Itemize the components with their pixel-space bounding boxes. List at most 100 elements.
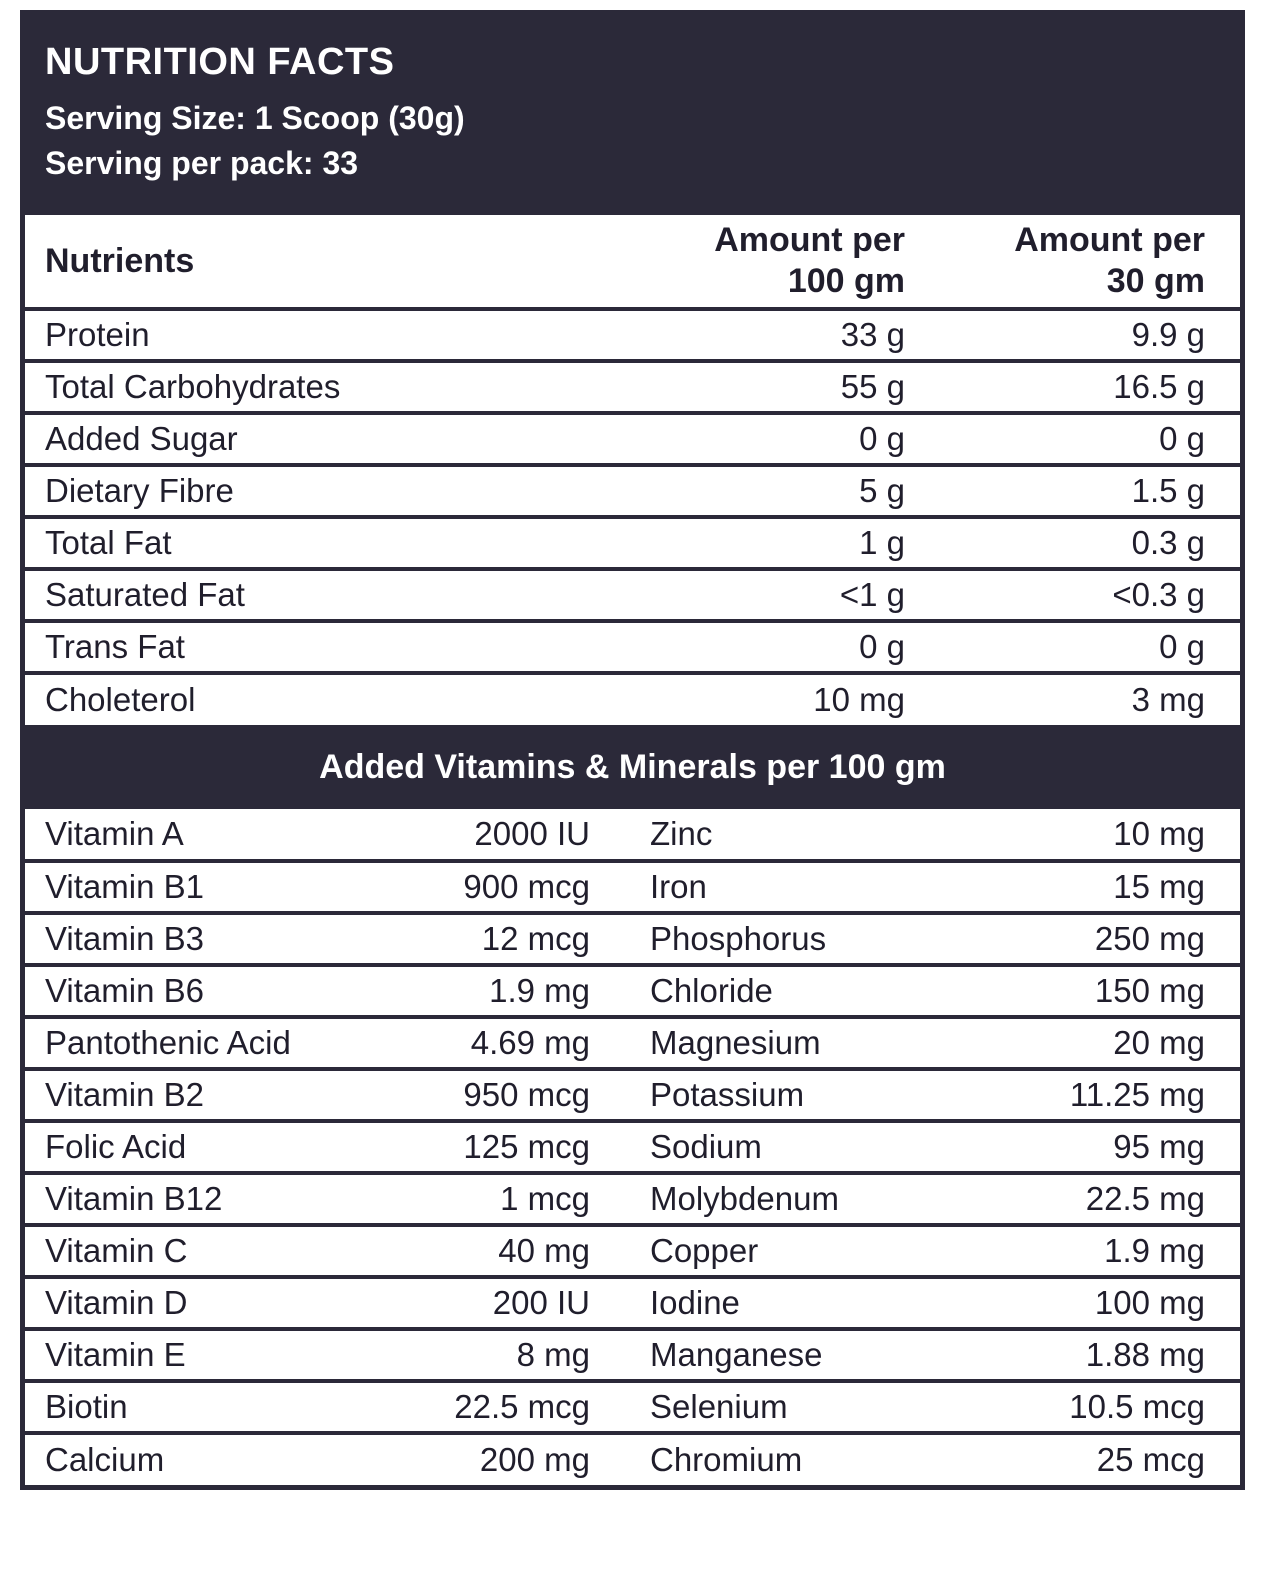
vitamin-name: Vitamin B3 (45, 920, 204, 957)
vitamins-minerals-table: Vitamin A 2000 IU Zinc 10 mg Vitamin B1 … (25, 809, 1240, 1485)
amount-per-30gm-line2: 30 gm (1106, 262, 1205, 300)
serving-size-text: Serving Size: 1 Scoop (30g) (45, 100, 465, 136)
vitamin-value: 200 mg (479, 1441, 590, 1478)
mineral-name: Chloride (650, 972, 773, 1009)
table-row: Dietary Fibre 5 g 1.5 g (25, 465, 1240, 517)
vitamin-name: Vitamin D (45, 1284, 188, 1321)
nutrient-per100-value: 5 g (859, 472, 905, 509)
amount-per-100gm-line2: 100 gm (787, 262, 905, 300)
vitamin-value: 200 IU (492, 1284, 590, 1321)
table-row: Calcium 200 mg Chromium 25 mcg (25, 1433, 1240, 1485)
vitamin-value: 950 mcg (463, 1076, 590, 1113)
nutrient-name: Choleterol (45, 681, 196, 718)
table-row: Protein 33 g 9.9 g (25, 309, 1240, 361)
nutrients-table: Nutrients Amount per 100 gm Amount per 30 … (25, 215, 1240, 725)
vitamin-value: 4.69 mg (470, 1024, 590, 1061)
amount-per-30gm-line1: Amount per (1014, 221, 1205, 259)
vitamin-name: Folic Acid (45, 1128, 187, 1165)
table-row: Vitamin A 2000 IU Zinc 10 mg (25, 809, 1240, 861)
nutrient-per30-value: 0 g (1159, 420, 1205, 457)
table-row: Vitamin C 40 mg Copper 1.9 mg (25, 1225, 1240, 1277)
vitamin-value: 40 mg (498, 1232, 590, 1269)
mineral-name: Molybdenum (650, 1180, 839, 1217)
vitamin-name: Vitamin A (45, 815, 184, 852)
mineral-name: Manganese (650, 1336, 823, 1373)
nutrient-per100-value: 1 g (859, 524, 905, 561)
mineral-name: Zinc (650, 815, 713, 852)
vitamin-name: Vitamin B2 (45, 1076, 204, 1113)
mineral-name: Iodine (650, 1284, 740, 1321)
vitamin-name: Pantothenic Acid (45, 1024, 291, 1061)
nutrient-per30-value: 1.5 g (1131, 472, 1205, 509)
vitamin-name: Vitamin B6 (45, 972, 204, 1009)
vitamins-minerals-banner: Added Vitamins & Minerals per 100 gm (25, 725, 1240, 809)
amount-per-100gm-line1: Amount per (714, 221, 905, 259)
table-row: Trans Fat 0 g 0 g (25, 621, 1240, 673)
table-row: Vitamin B2 950 mcg Potassium 11.25 mg (25, 1069, 1240, 1121)
nutrient-per30-value: 3 mg (1131, 681, 1205, 718)
vitamin-name: Biotin (45, 1388, 128, 1425)
table-row: Vitamin D 200 IU Iodine 100 mg (25, 1277, 1240, 1329)
nutrient-name: Dietary Fibre (45, 472, 234, 509)
vitamin-value: 8 mg (516, 1336, 590, 1373)
table-row: Vitamin E 8 mg Manganese 1.88 mg (25, 1329, 1240, 1381)
table-row: Total Fat 1 g 0.3 g (25, 517, 1240, 569)
table-row: Choleterol 10 mg 3 mg (25, 673, 1240, 725)
vitamin-name: Calcium (45, 1441, 165, 1478)
table-row: Saturated Fat <1 g <0.3 g (25, 569, 1240, 621)
nutrient-name: Total Carbohydrates (45, 368, 341, 405)
label-title: NUTRITION FACTS (45, 41, 395, 83)
mineral-value: 100 mg (1094, 1284, 1205, 1321)
nutrient-per30-value: 9.9 g (1131, 316, 1205, 353)
table-row: Vitamin B6 1.9 mg Chloride 150 mg (25, 965, 1240, 1017)
nutrient-per100-value: 0 g (859, 628, 905, 665)
mineral-name: Copper (650, 1232, 759, 1269)
nutrient-per30-value: 0 g (1159, 628, 1205, 665)
table-row: Folic Acid 125 mcg Sodium 95 mg (25, 1121, 1240, 1173)
amount-per-100gm-column-header: Amount per 100 gm (685, 215, 965, 309)
mineral-value: 15 mg (1113, 868, 1205, 905)
mineral-value: 150 mg (1094, 972, 1205, 1009)
mineral-value: 1.9 mg (1104, 1232, 1205, 1269)
table-row: Pantothenic Acid 4.69 mg Magnesium 20 mg (25, 1017, 1240, 1069)
nutrient-name: Total Fat (45, 524, 172, 561)
mineral-name: Potassium (650, 1076, 805, 1113)
mineral-name: Sodium (650, 1128, 762, 1165)
vitamin-value: 1 mcg (500, 1180, 590, 1217)
mineral-name: Chromium (650, 1441, 803, 1478)
nutrient-per30-value: 16.5 g (1113, 368, 1205, 405)
vitamin-value: 125 mcg (463, 1128, 590, 1165)
mineral-name: Phosphorus (650, 920, 827, 957)
mineral-value: 95 mg (1113, 1128, 1205, 1165)
nutrient-per30-value: 0.3 g (1131, 524, 1205, 561)
vitamin-value: 2000 IU (474, 815, 590, 852)
table-row: Vitamin B3 12 mcg Phosphorus 250 mg (25, 913, 1240, 965)
nutrient-name: Protein (45, 316, 150, 353)
vitamin-name: Vitamin B1 (45, 868, 204, 905)
amount-per-30gm-column-header: Amount per 30 gm (965, 215, 1240, 309)
nutrient-per100-value: <1 g (839, 576, 905, 613)
table-row: Vitamin B12 1 mcg Molybdenum 22.5 mg (25, 1173, 1240, 1225)
mineral-value: 250 mg (1094, 920, 1205, 957)
table-row: Biotin 22.5 mcg Selenium 10.5 mcg (25, 1381, 1240, 1433)
nutrient-name: Added Sugar (45, 420, 238, 457)
nutrition-facts-card: NUTRITION FACTS Serving Size: 1 Scoop (3… (20, 10, 1245, 1490)
nutrients-header-row: Nutrients Amount per 100 gm Amount per 30 … (25, 215, 1240, 309)
mineral-name: Iron (650, 868, 707, 905)
mineral-value: 25 mcg (1096, 1441, 1205, 1478)
mineral-name: Magnesium (650, 1024, 821, 1061)
table-row: Total Carbohydrates 55 g 16.5 g (25, 361, 1240, 413)
label-header: NUTRITION FACTS Serving Size: 1 Scoop (3… (25, 15, 1240, 215)
servings-per-pack-text: Serving per pack: 33 (45, 145, 359, 181)
nutrient-name: Trans Fat (45, 628, 185, 665)
table-row: Added Sugar 0 g 0 g (25, 413, 1240, 465)
nutrient-name: Saturated Fat (45, 576, 245, 613)
nutrient-per100-value: 10 mg (813, 681, 905, 718)
vitamin-value: 1.9 mg (489, 972, 590, 1009)
nutrient-per100-value: 33 g (840, 316, 905, 353)
table-row: Vitamin B1 900 mcg Iron 15 mg (25, 861, 1240, 913)
mineral-value: 1.88 mg (1085, 1336, 1205, 1373)
nutrient-per30-value: <0.3 g (1112, 576, 1205, 613)
mineral-value: 11.25 mg (1069, 1076, 1205, 1113)
vitamin-name: Vitamin B12 (45, 1180, 223, 1217)
